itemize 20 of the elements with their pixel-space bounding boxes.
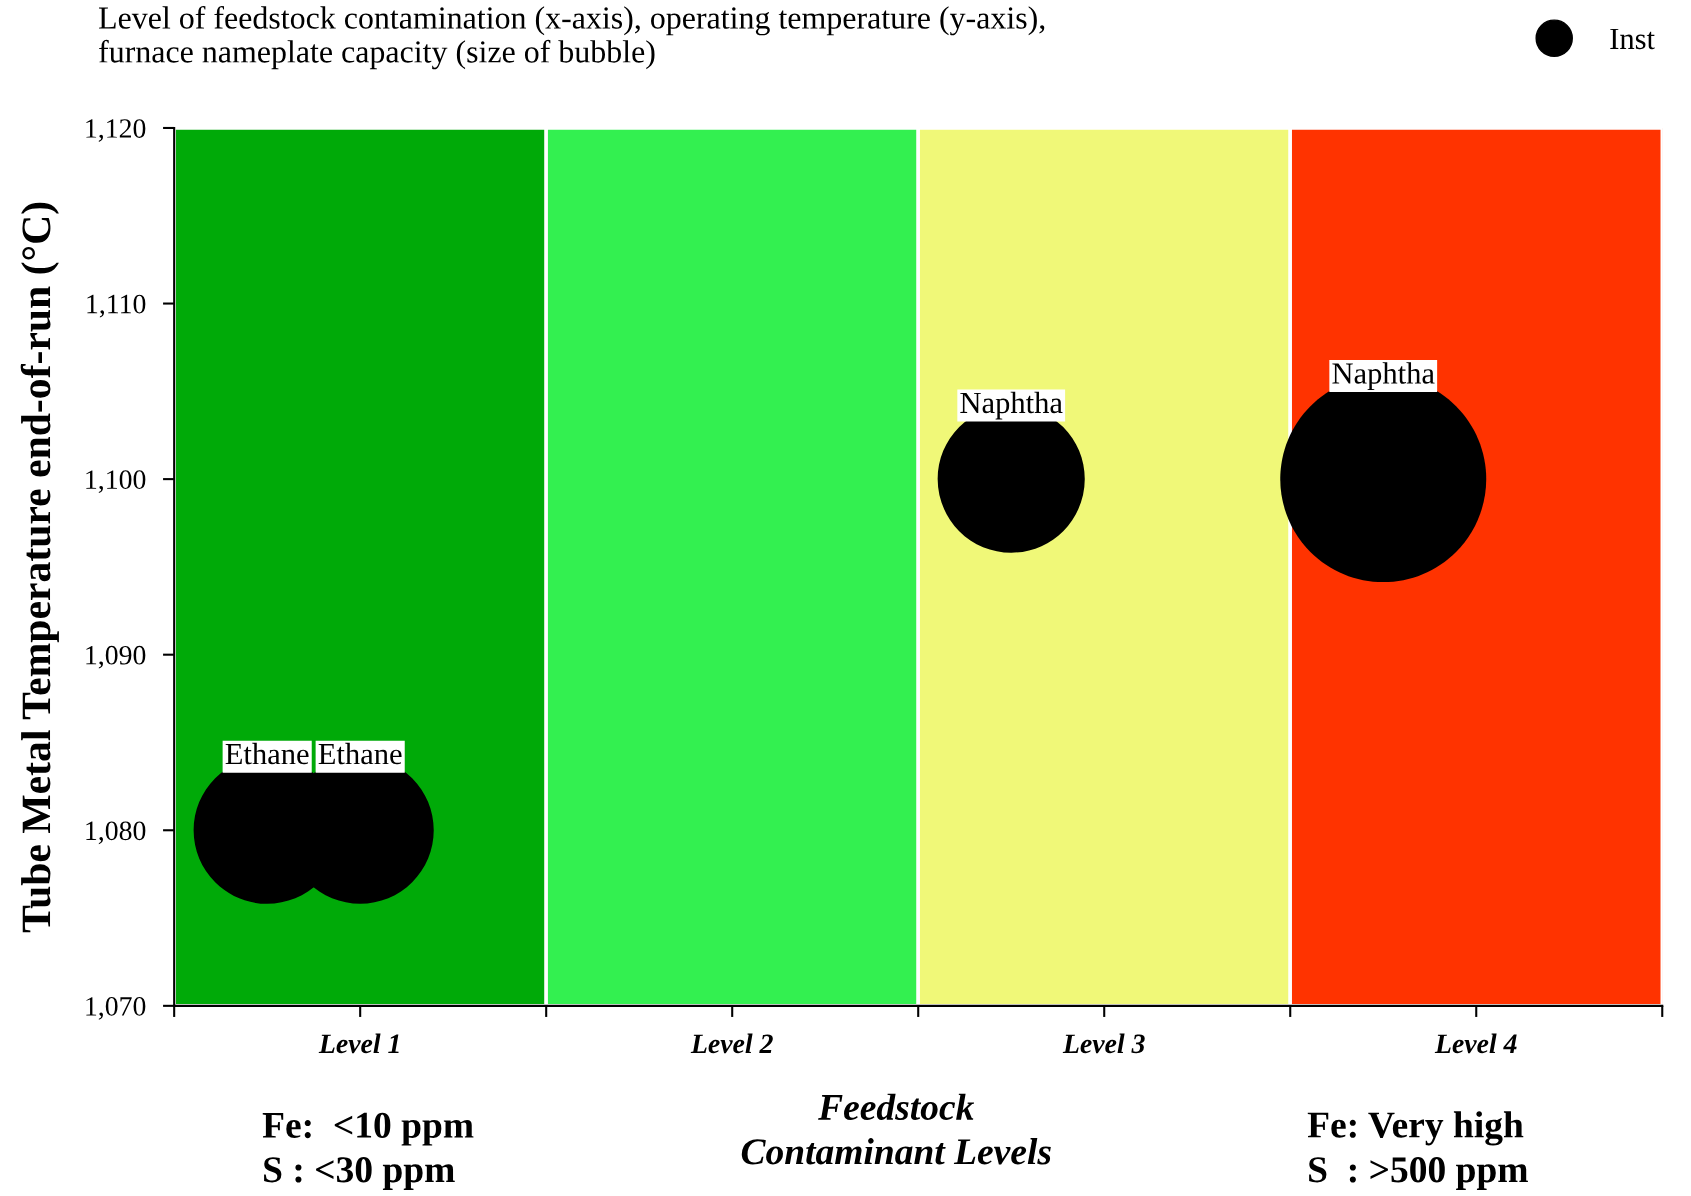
x-tick-label: Level 2 [690, 1033, 773, 1054]
chart-subtitle: Level of feedstock contamination (x-axis), operating temperature (y-axis), furnace nameplate capacity (size of bubble) [99, 5, 1045, 70]
y-tick-label: 1,100 [86, 470, 146, 494]
text: Fe: Very high S : >500 ppm [1307, 1111, 1528, 1191]
annotation: Naphtha [960, 391, 1063, 420]
x-tick-label: Level 1 [318, 1033, 399, 1054]
annotation: Ethane [225, 742, 309, 765]
y-tick-label: 1,120 [86, 119, 146, 142]
y-tick-label: 1,090 [86, 645, 146, 669]
legend-label: Inst [1610, 28, 1655, 50]
x-tick-label: Level 3 [1062, 1033, 1145, 1054]
y-tick-label: 1,070 [86, 997, 146, 1020]
y-tick-label: 1,110 [87, 294, 146, 318]
annotation: Ethane [318, 742, 402, 765]
y-axis-title: Tube Metal Temperature end-of-run (°C) [20, 202, 59, 933]
text: Fe: <10 ppm S : <30 ppm [262, 1112, 474, 1191]
y-tick-label: 1,080 [86, 821, 146, 845]
x-tick-label: Level 4 [1434, 1033, 1517, 1054]
annotation: Naphtha [1332, 362, 1435, 390]
x-axis-title: Feedstock Contaminant Levels [741, 1093, 1051, 1165]
